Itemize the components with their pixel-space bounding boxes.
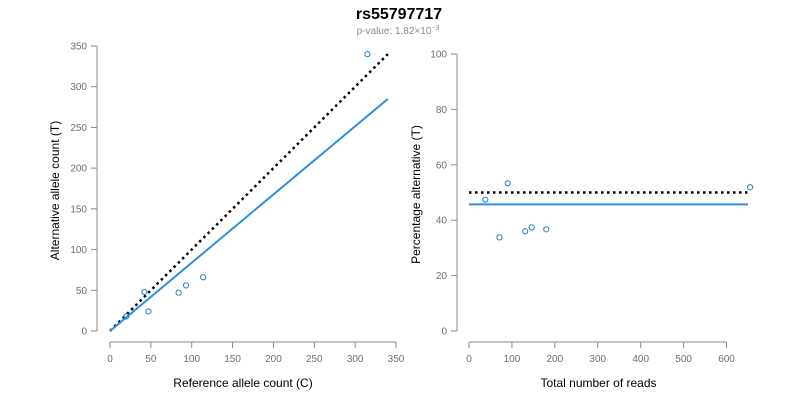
panel-1-y-tick-label: 350 — [70, 42, 87, 53]
panel-2-x-axis-label: Total number of reads — [540, 376, 656, 390]
panel-2-data-point — [522, 228, 529, 235]
panel-1-y-tick-label: 200 — [70, 164, 87, 175]
panel-1-data-point — [141, 288, 148, 296]
panel-1-y-tick-label: 100 — [70, 245, 87, 256]
panel-2-data-point — [482, 196, 489, 203]
panel-1-data-point — [123, 313, 130, 320]
panel-2-data-point — [747, 184, 754, 191]
panel-2-y-tick-label: 60 — [436, 160, 448, 171]
panel-2-y-tick-label: 100 — [430, 50, 447, 61]
panel-1-x-tick-label: 50 — [145, 354, 157, 365]
panel-1-fit-line — [109, 98, 389, 332]
panel-1-x-tick-label: 150 — [224, 354, 241, 365]
panel-1-x-tick-label: 0 — [107, 354, 113, 365]
panel-2-x-tick-label: 100 — [504, 354, 521, 365]
panel-2-data-point — [543, 226, 550, 233]
panel-2-x-tick-label: 400 — [632, 354, 649, 365]
panel-1-y-tick-label: 300 — [70, 82, 87, 93]
panel-2-y-axis-label: Percentage alternative (T) — [409, 125, 423, 264]
panel-1-y-tick-label: 50 — [76, 286, 88, 297]
panel-2-y-tick-label: 20 — [436, 271, 448, 282]
panel-1-data-point — [364, 51, 371, 58]
panel-2-data-point — [496, 234, 503, 241]
p-value-exponent: −3 — [431, 25, 439, 32]
panel-1-data-point — [182, 282, 190, 289]
panel-1-data-point — [200, 274, 207, 281]
chart-panel-2: 0 100 200 300 400 500 600 0 20 40 60 80 100 Total num… — [409, 50, 754, 390]
panel-1-y-tick-label: 0 — [81, 327, 87, 338]
chart-subtitle: p-value: 1.82×10−3 — [357, 25, 440, 37]
panel-1-x-tick-label: 350 — [388, 354, 405, 365]
panel-1-data-point — [175, 289, 182, 296]
panel-1-y-tick-label: 150 — [70, 204, 87, 215]
panel-2-x-tick-label: 200 — [547, 354, 564, 365]
panel-1-y-axis-label: Alternative allele count (T) — [48, 121, 62, 260]
panel-2-x-tick-label: 600 — [718, 354, 735, 365]
panel-1-x-tick-label: 250 — [306, 354, 323, 365]
panel-1-x-tick-label: 300 — [347, 354, 364, 365]
chart-title: rs55797717 — [356, 6, 442, 23]
panel-2-x-tick-label: 0 — [466, 354, 472, 365]
panel-2-data-point — [504, 180, 511, 187]
p-value-text: p-value: 1.82×10 — [357, 26, 432, 37]
panel-1-x-tick-label: 100 — [183, 354, 200, 365]
panel-1-x-tick-label: 200 — [265, 354, 282, 365]
panel-2-x-tick-label: 500 — [675, 354, 692, 365]
panel-2-y-tick-label: 0 — [441, 327, 447, 338]
panel-2-y-tick-label: 80 — [436, 105, 448, 116]
panel-2-x-tick-label: 300 — [589, 354, 606, 365]
panel-1-expected-line — [109, 53, 389, 332]
panel-1-x-axis-label: Reference allele count (C) — [173, 376, 312, 390]
panel-2-y-tick-label: 40 — [436, 216, 448, 227]
panel-2-data-point — [528, 224, 535, 231]
panel-1-y-tick-label: 250 — [70, 123, 87, 134]
panel-1-data-point — [145, 308, 152, 315]
chart-panel-1: 0 50 100 150 200 250 300 350 0 50 100 150 200 250 300 3… — [48, 42, 405, 391]
